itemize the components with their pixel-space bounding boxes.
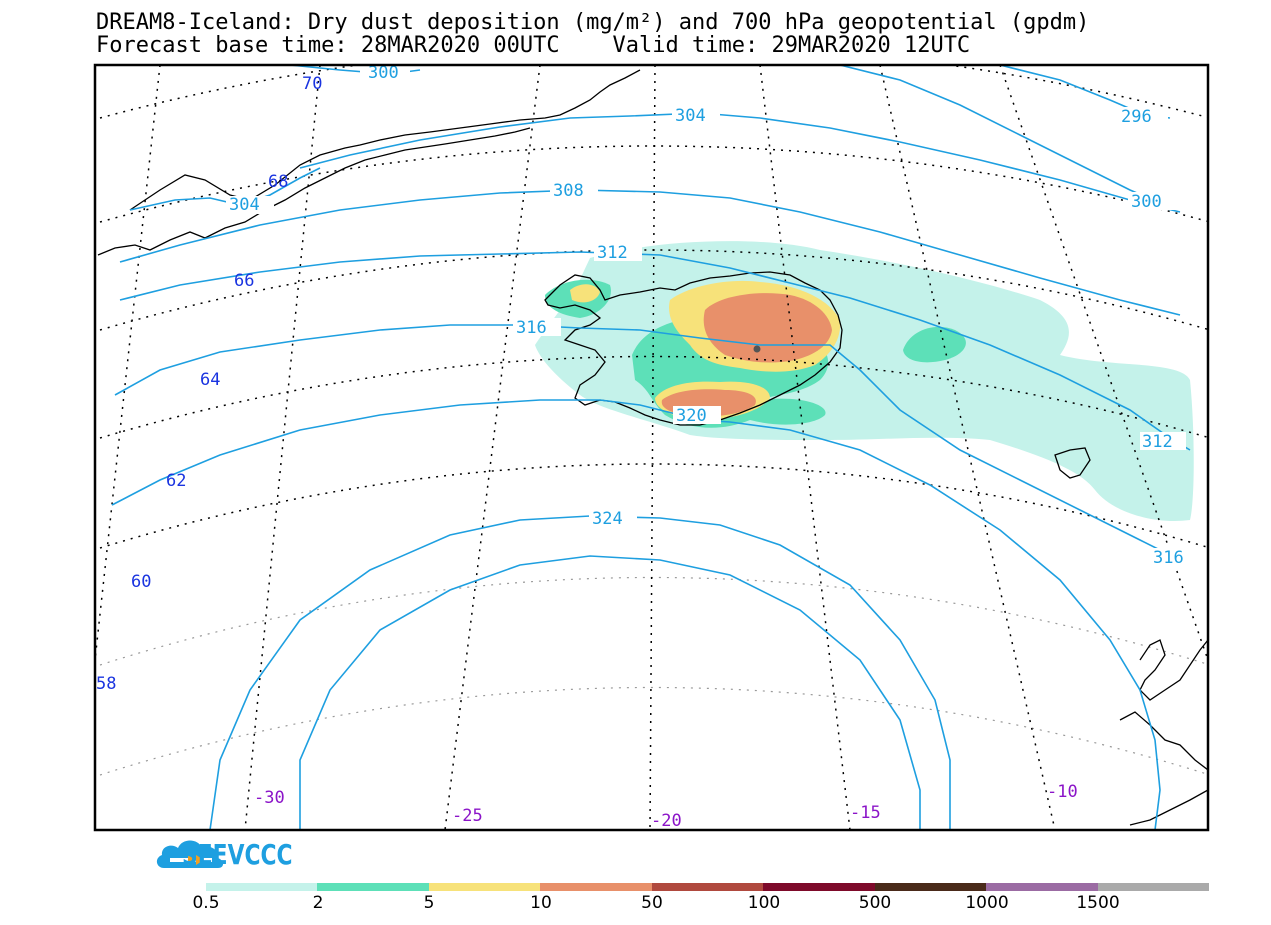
label-bg bbox=[1118, 107, 1168, 125]
scale-bin bbox=[874, 883, 987, 891]
contour-label: 300 bbox=[1131, 192, 1162, 212]
longitude-label: -10 bbox=[1047, 782, 1078, 802]
map-content bbox=[95, 65, 1208, 830]
scale-bin bbox=[317, 883, 429, 891]
latitude-label: 68 bbox=[268, 172, 288, 192]
label-bg bbox=[672, 106, 720, 124]
map-frame bbox=[93, 63, 1210, 832]
scale-bin bbox=[651, 883, 764, 891]
faroe-islands bbox=[1054, 447, 1091, 479]
longitude-label-group: -30 -25 -20 -15 -10 bbox=[254, 782, 1078, 831]
scale-label: 500 bbox=[858, 893, 892, 913]
scale-bin bbox=[428, 883, 541, 891]
longitude-line-minus10 bbox=[879, 65, 1056, 830]
contour-308 bbox=[119, 189, 1181, 316]
scale-bin bbox=[1097, 883, 1209, 891]
contour-label-group: 300 304 296 304 300 308 312 316 320 312 … bbox=[226, 63, 1197, 568]
latitude-line-62 bbox=[99, 463, 1208, 549]
map-title: DREAM8-Iceland: Dry dust deposition (mg/… bbox=[96, 10, 1090, 35]
scale-label: 1500 bbox=[1076, 893, 1120, 913]
dust-source-marker bbox=[753, 345, 761, 353]
contour-316 bbox=[114, 324, 1191, 561]
iceland-coast bbox=[544, 271, 843, 426]
label-bg bbox=[589, 509, 637, 527]
latitude-line-66 bbox=[99, 249, 1208, 331]
label-bg bbox=[1151, 548, 1197, 566]
longitude-line-minus30 bbox=[244, 65, 321, 830]
label-bg bbox=[1140, 432, 1186, 450]
contour-312 bbox=[119, 251, 1191, 451]
contour-label: 304 bbox=[229, 195, 260, 215]
scale-label: 10 bbox=[530, 893, 552, 913]
latitude-lines bbox=[99, 65, 1208, 549]
longitude-label: -20 bbox=[651, 811, 682, 831]
contour-label: 324 bbox=[592, 509, 623, 529]
label-bg bbox=[513, 318, 561, 336]
label-bg bbox=[226, 196, 274, 214]
scale-label: 100 bbox=[747, 893, 781, 913]
norway-coast bbox=[1119, 639, 1208, 826]
contour-label: 312 bbox=[597, 243, 628, 263]
label-bg bbox=[594, 243, 642, 261]
scale-bin bbox=[206, 883, 318, 891]
seevccc-logo-text: SEEVCCC bbox=[182, 838, 293, 871]
contour-320-inner bbox=[299, 555, 921, 830]
scale-bin bbox=[763, 883, 875, 891]
contour-label: 320 bbox=[676, 406, 707, 426]
longitude-line-minus15 bbox=[759, 65, 851, 830]
latitude-label-group: 70 68 66 64 62 60 58 bbox=[96, 74, 322, 694]
contour-label: 308 bbox=[553, 181, 584, 201]
label-bg bbox=[1128, 192, 1176, 210]
contour-label: 316 bbox=[516, 318, 547, 338]
scale-label: 0.5 bbox=[192, 893, 220, 913]
longitude-line-minus25 bbox=[444, 65, 541, 830]
contour-304-west bbox=[129, 167, 321, 211]
contour-label: 296 bbox=[1121, 107, 1152, 127]
longitude-line-minus20 bbox=[649, 65, 656, 830]
latitude-label: 60 bbox=[131, 572, 151, 592]
latitude-lines-minor bbox=[99, 576, 1208, 776]
contour-label: 316 bbox=[1153, 548, 1184, 568]
contour-label: 300 bbox=[368, 63, 399, 83]
contour-300 bbox=[839, 65, 1166, 206]
scale-label: 2 bbox=[312, 893, 324, 913]
coastlines bbox=[97, 69, 1208, 826]
contour-324 bbox=[209, 515, 951, 830]
latitude-line-64 bbox=[99, 355, 1208, 439]
label-bg bbox=[550, 181, 598, 199]
scale-label: 50 bbox=[641, 893, 663, 913]
cloud-arrow-icon bbox=[156, 840, 224, 868]
longitude-label: -15 bbox=[850, 803, 881, 823]
latitude-label: 66 bbox=[234, 271, 254, 291]
longitude-line-minus35 bbox=[95, 65, 161, 661]
dust-colour-scale bbox=[206, 883, 1209, 891]
contour-label: 312 bbox=[1142, 432, 1173, 452]
label-bg bbox=[673, 406, 721, 424]
scale-bin bbox=[986, 883, 1098, 891]
latitude-label: 64 bbox=[200, 370, 220, 390]
contour-label: 304 bbox=[675, 106, 706, 126]
longitude-label: -25 bbox=[452, 806, 483, 826]
greenland-coast bbox=[97, 69, 641, 256]
latitude-line-58 bbox=[99, 686, 1208, 776]
latitude-label: 70 bbox=[302, 74, 322, 94]
longitude-line-minus5 bbox=[999, 65, 1208, 661]
dust-field bbox=[535, 241, 1194, 521]
dust-contour-2 bbox=[903, 326, 966, 363]
latitude-label: 62 bbox=[166, 471, 186, 491]
latitude-label: 58 bbox=[96, 674, 116, 694]
label-bg bbox=[360, 63, 410, 81]
dust-contour-0.5 bbox=[535, 241, 1194, 521]
dust-contour-5 bbox=[570, 284, 600, 303]
scale-bin bbox=[540, 883, 652, 891]
map-subtitle-times: Forecast base time: 28MAR2020 00UTC Vali… bbox=[96, 33, 971, 58]
scale-label: 5 bbox=[423, 893, 435, 913]
latitude-line-60 bbox=[99, 576, 1208, 666]
contour-304 bbox=[299, 112, 1181, 213]
longitude-label: -30 bbox=[254, 788, 285, 808]
scale-label: 1000 bbox=[965, 893, 1009, 913]
